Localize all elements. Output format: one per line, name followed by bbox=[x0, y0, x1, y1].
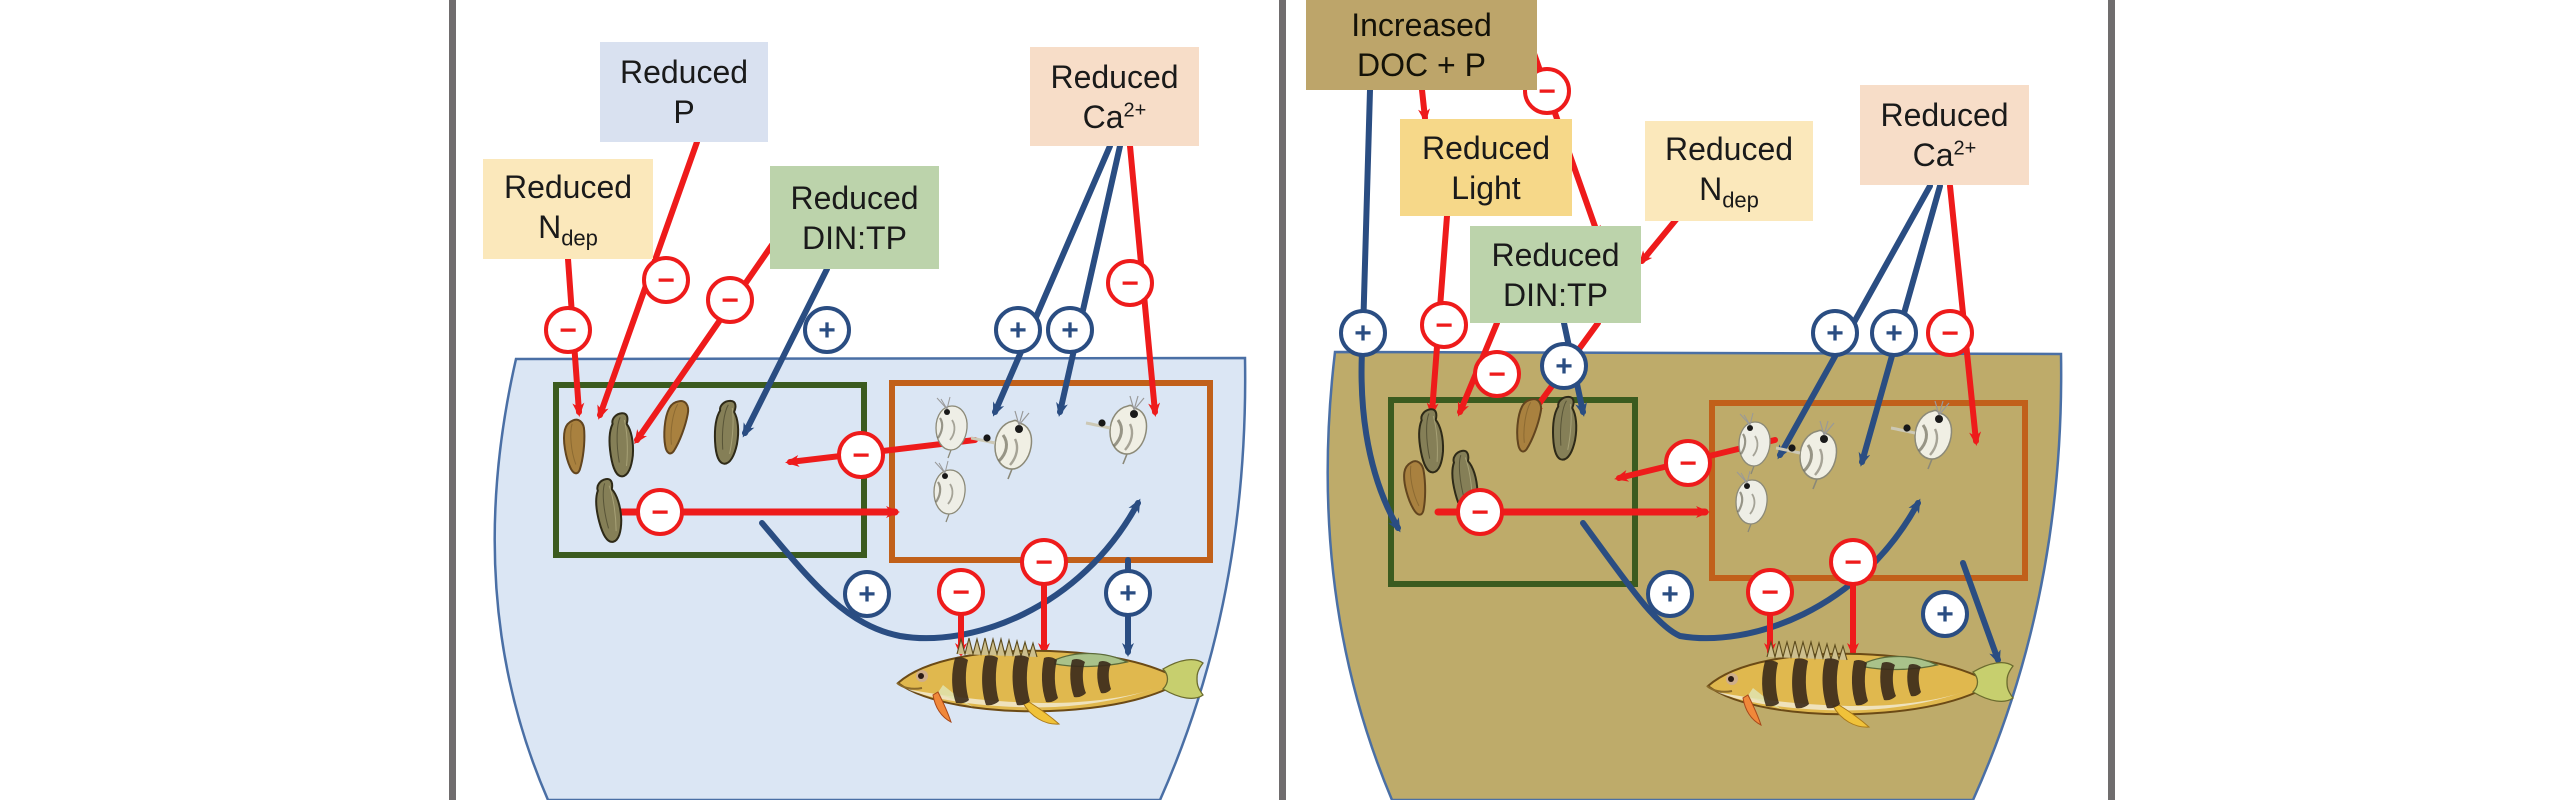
svg-text:−: − bbox=[559, 314, 577, 347]
svg-text:−: − bbox=[1538, 75, 1556, 108]
svg-text:−: − bbox=[657, 264, 675, 297]
svg-text:+: + bbox=[1936, 598, 1954, 631]
svg-text:−: − bbox=[1435, 309, 1453, 342]
svg-text:+: + bbox=[1555, 350, 1573, 383]
svg-text:+: + bbox=[1826, 317, 1844, 350]
svg-text:−: − bbox=[1844, 546, 1862, 579]
svg-text:+: + bbox=[818, 314, 836, 347]
svg-text:−: − bbox=[1941, 317, 1959, 350]
svg-text:+: + bbox=[1661, 578, 1679, 611]
svg-text:−: − bbox=[1679, 447, 1697, 480]
svg-text:−: − bbox=[952, 576, 970, 609]
svg-text:−: − bbox=[721, 284, 739, 317]
svg-text:+: + bbox=[1885, 317, 1903, 350]
svg-text:−: − bbox=[1761, 576, 1779, 609]
svg-text:−: − bbox=[1121, 267, 1139, 300]
svg-text:−: − bbox=[1471, 496, 1489, 529]
svg-text:+: + bbox=[1009, 314, 1027, 347]
svg-text:−: − bbox=[852, 439, 870, 472]
svg-text:+: + bbox=[1354, 317, 1372, 350]
svg-text:−: − bbox=[1488, 358, 1506, 391]
svg-text:+: + bbox=[858, 578, 876, 611]
svg-text:−: − bbox=[651, 496, 669, 529]
svg-text:−: − bbox=[1035, 546, 1053, 579]
svg-text:+: + bbox=[1061, 314, 1079, 347]
svg-text:+: + bbox=[1119, 577, 1137, 610]
